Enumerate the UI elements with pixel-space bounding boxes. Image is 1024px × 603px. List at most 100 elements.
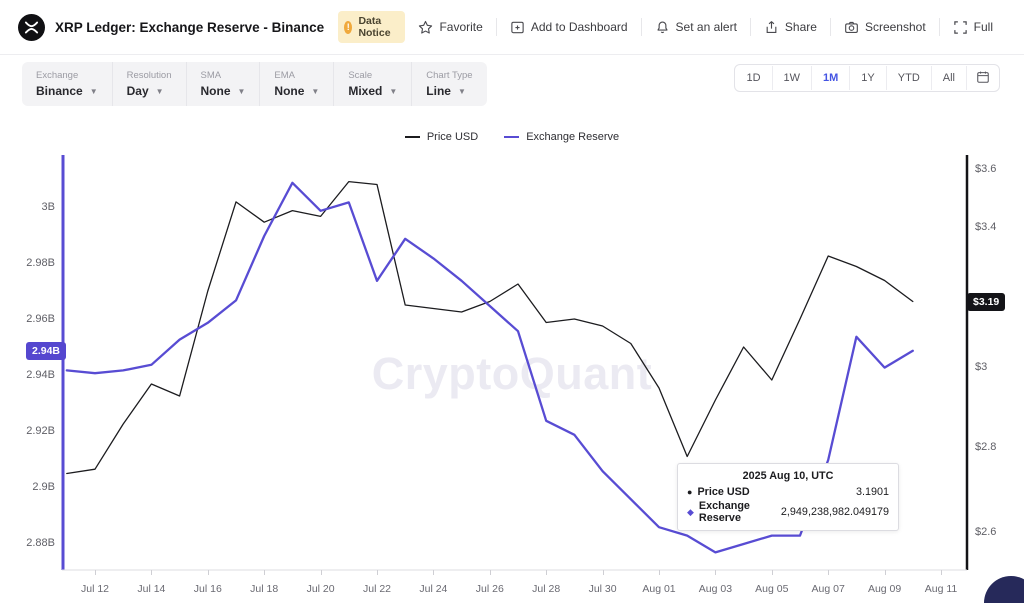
x-axis-tick: Aug 09: [867, 583, 902, 595]
x-axis-tick: Jul 22: [362, 583, 392, 595]
x-axis-tick: Aug 01: [642, 583, 676, 595]
divider: [495, 18, 497, 36]
y-axis-tick-right: $2.6: [975, 526, 997, 538]
x-axis-tick: Jul 14: [137, 583, 166, 595]
chart-controls: Exchange Binance ▼ Resolution Day ▼ SMA No…: [22, 62, 487, 106]
scale-dropdown[interactable]: Scale Mixed ▼: [334, 62, 413, 106]
camera-icon: [844, 20, 859, 35]
chevron-down-icon: ▼: [237, 86, 246, 96]
sma-dropdown[interactable]: SMA None ▼: [187, 62, 261, 106]
ema-dropdown[interactable]: EMA None ▼: [260, 62, 335, 106]
data-notice-badge[interactable]: ! Data Notice: [338, 11, 406, 43]
legend-item-price[interactable]: Price USD: [404, 131, 478, 143]
chevron-down-icon: ▼: [457, 86, 466, 96]
y-axis-tick-left: 2.88B: [26, 537, 55, 549]
data-notice-label: Data Notice: [358, 15, 391, 39]
x-axis-tickmark: [602, 570, 604, 575]
x-axis-tick: Jul 30: [588, 583, 617, 595]
x-axis-tick: Jul 12: [80, 583, 110, 595]
fullscreen-button[interactable]: Full: [940, 20, 1006, 35]
x-axis-tick: Jul 26: [475, 583, 504, 595]
range-1w-button[interactable]: 1W: [773, 66, 813, 90]
y-axis-tick-left: 2.94B: [26, 369, 55, 381]
y-axis-tick-left: 3B: [41, 201, 55, 213]
fullscreen-icon: [953, 20, 968, 35]
y-axis-tick-right: $3: [975, 361, 988, 373]
x-axis-tick: Jul 20: [306, 583, 335, 595]
set-alert-button[interactable]: Set an alert: [642, 20, 750, 35]
reserve-current-badge: 2.94B: [26, 341, 67, 360]
x-axis-tickmark: [941, 570, 942, 575]
x-axis-tickmark: [95, 570, 96, 575]
favorite-button[interactable]: Favorite: [405, 20, 495, 35]
calendar-button[interactable]: [967, 66, 999, 91]
chevron-down-icon: ▼: [311, 86, 320, 96]
x-axis-tick: Jul 28: [532, 583, 561, 595]
chevron-down-icon: ▼: [89, 86, 98, 96]
share-button[interactable]: Share: [751, 20, 830, 35]
range-1y-button[interactable]: 1Y: [850, 66, 887, 90]
x-axis-tickmark: [771, 570, 773, 575]
y-axis-tick-left: 2.9B: [32, 481, 55, 493]
header: XRP Ledger: Exchange Reserve - Binance !…: [0, 0, 1024, 55]
y-axis-tick-right: $3.6: [975, 163, 997, 175]
x-axis-tickmark: [828, 570, 830, 575]
resolution-dropdown[interactable]: Resolution Day ▼: [113, 62, 187, 106]
chevron-down-icon: ▼: [389, 86, 398, 96]
price-current-badge: $3.19: [967, 292, 1006, 311]
y-axis-tick-right: $2.8: [975, 441, 997, 453]
cryptoquant-watermark: CryptoQuant: [371, 348, 653, 399]
xrp-logo-icon: [18, 13, 45, 41]
x-axis-tickmark: [884, 570, 886, 575]
dashboard-icon: [510, 20, 525, 35]
y-axis-tick-left: 2.96B: [26, 313, 55, 325]
x-axis-tick: Jul 18: [250, 583, 279, 595]
x-axis-tick: Aug 11: [924, 583, 958, 595]
bell-icon: [655, 20, 670, 35]
x-axis-tick: Jul 16: [193, 583, 222, 595]
tooltip-date: 2025 Aug 10, UTC: [742, 470, 834, 482]
range-1m-button[interactable]: 1M: [812, 66, 851, 90]
range-all-button[interactable]: All: [932, 66, 967, 90]
x-axis-tickmark: [320, 570, 322, 575]
x-axis-tickmark: [433, 570, 435, 575]
warning-icon: !: [344, 20, 353, 34]
x-axis-tick: Jul 24: [419, 583, 448, 595]
exchange-dropdown[interactable]: Exchange Binance ▼: [22, 62, 113, 106]
chart-legend: Price USD Exchange Reserve: [0, 131, 1024, 143]
divider: [938, 18, 940, 36]
x-axis-tick: Aug 03: [698, 583, 733, 595]
x-axis-tick: Aug 07: [811, 583, 845, 595]
range-1d-button[interactable]: 1D: [735, 66, 773, 90]
add-to-dashboard-button[interactable]: Add to Dashboard: [497, 20, 641, 35]
star-icon: [418, 20, 433, 35]
chart-type-dropdown[interactable]: Chart Type Line ▼: [426, 70, 473, 98]
y-axis-tick-left: 2.92B: [26, 425, 55, 437]
divider: [749, 18, 751, 36]
x-axis-tickmark: [264, 570, 266, 575]
x-axis-tickmark: [546, 570, 548, 575]
y-axis-tick-right: $3.4: [975, 221, 997, 233]
chevron-down-icon: ▼: [155, 86, 164, 96]
x-axis-tickmark: [489, 570, 491, 575]
legend-item-reserve[interactable]: Exchange Reserve: [504, 131, 619, 143]
calendar-icon: [976, 70, 990, 87]
x-axis-tickmark: [151, 570, 153, 575]
reserve-line-swatch: [504, 136, 520, 138]
screenshot-button[interactable]: Screenshot: [831, 20, 939, 35]
reserve-marker-icon: ◆: [687, 506, 694, 517]
divider: [640, 18, 642, 36]
range-ytd-button[interactable]: YTD: [887, 66, 932, 90]
price-line-swatch: [404, 136, 420, 138]
x-axis-tickmark: [207, 570, 209, 575]
x-axis-tick: Aug 05: [755, 583, 789, 595]
price-marker-icon: ●: [687, 486, 693, 497]
range-selector: 1D 1W 1M 1Y YTD All: [734, 64, 1000, 92]
x-axis-tickmark: [377, 570, 378, 575]
y-axis-tick-left: 2.98B: [26, 257, 55, 269]
tooltip-row-price: ● Price USD 3.1901: [687, 486, 889, 498]
tooltip-row-reserve: ◆ Exchange Reserve 2,949,238,982.049179: [687, 500, 889, 524]
page-title: XRP Ledger: Exchange Reserve - Binance: [55, 19, 325, 35]
